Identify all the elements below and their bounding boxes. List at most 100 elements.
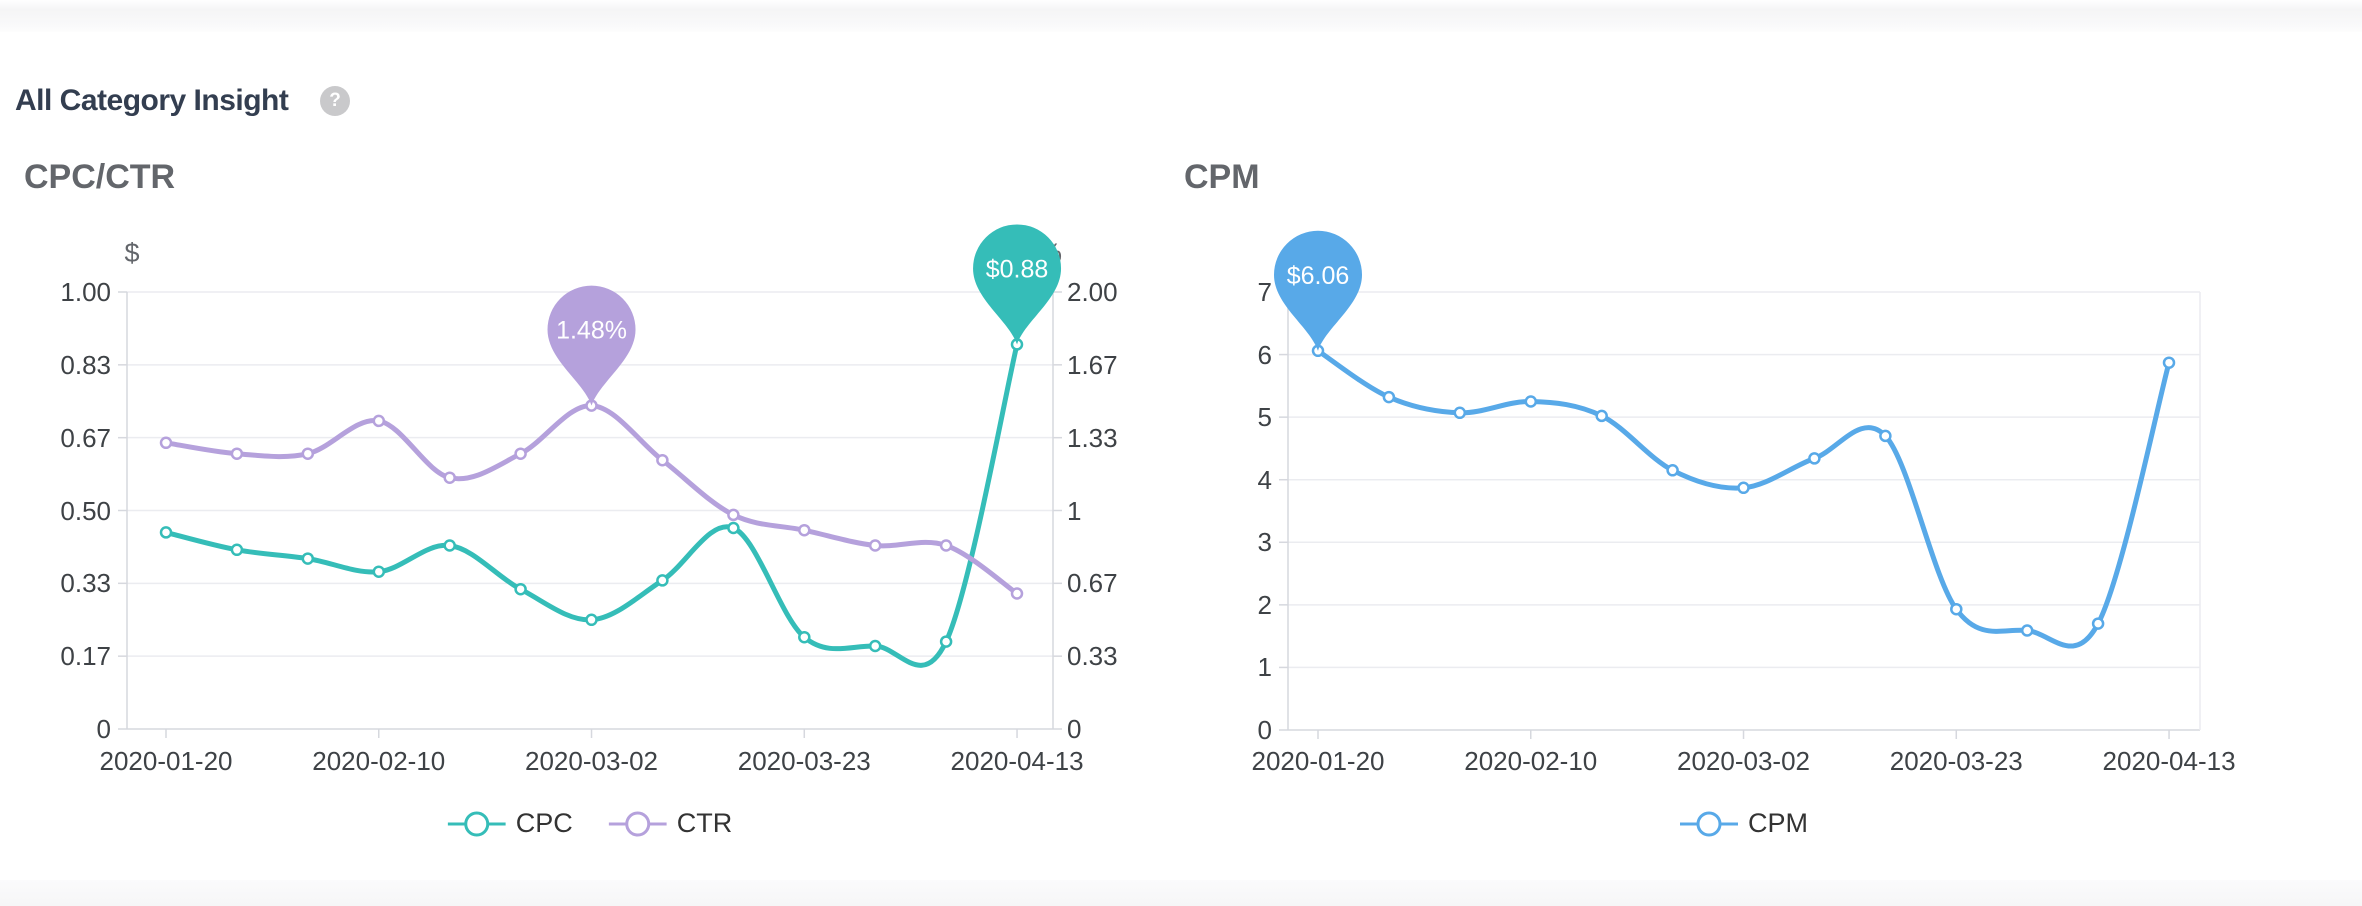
series-point [656,453,669,467]
series-point [1453,406,1467,420]
axis-unit-left: $ [1284,238,1299,268]
y-axis-right-tick-label: 2.00 [1067,277,1118,307]
x-axis-tick-label: 2020-03-02 [1677,746,1811,776]
series-line-ctr [159,399,1024,600]
y-axis-tick-label: 3 [1257,527,1272,558]
y-axis-tick-label: 7 [1257,277,1272,307]
y-axis-tick-label: 4 [1257,464,1272,495]
legend-label: CPM [1748,808,1808,838]
series-point [159,526,173,539]
balloon-label: $0.88 [986,255,1049,283]
balloon-label: $6.06 [1287,262,1350,290]
series-point [1524,395,1538,408]
series-point [301,552,315,565]
annotation-balloon-cpc: $0.88 [973,224,1062,345]
series-point [939,635,953,648]
x-axis-tick-label: 2020-03-02 [525,746,659,776]
axis-unit-right: % [1038,238,1062,268]
legend-marker-icon [1680,811,1738,836]
series-point [2020,624,2034,637]
legend-item-cpm[interactable]: CPM [1680,808,1808,839]
legend: CPM [1680,808,1808,839]
content-card: All Category Insight ? CPC/CTR 1.00 0.83 0… [0,32,2362,880]
question-mark-glyph: ? [329,90,341,111]
series-point [514,447,527,460]
y-axis-tick-label: 1 [1257,652,1272,683]
y-axis-right-tick-label: 0 [1067,714,1082,744]
series-point [585,613,598,627]
series-point [372,565,386,578]
page-bottom-band [0,880,2362,906]
series-point [1950,602,1963,616]
y-axis-right-tick-label: 1 [1067,495,1082,526]
series-point [727,508,740,522]
legend-label: CPC [515,808,573,838]
y-axis-right-tick-label: 1.67 [1067,349,1118,380]
help-icon[interactable]: ? [320,86,350,116]
series-line-cpm [1311,344,2176,649]
series-point [585,399,598,412]
y-axis-tick-label: 1.00 [60,277,111,307]
x-axis-tick-label: 2020-04-13 [2102,746,2236,776]
chart-title: CPM [1184,158,1260,196]
y-axis-tick-label: 0 [1257,715,1272,745]
legend: CPC CTR [447,808,733,839]
series-point [939,539,953,552]
y-axis-tick-label: 0.83 [60,349,111,380]
legend-marker-icon [447,811,506,836]
y-axis-tick-label: 2 [1257,589,1272,620]
series-point [1666,464,1679,477]
y-axis-tick-label: 0.50 [60,495,111,526]
series-point [1010,587,1024,600]
series-point [727,521,740,535]
y-axis-right-tick-label: 0.67 [1067,568,1118,599]
y-axis-tick-label: 0.17 [60,641,111,672]
page-title: All Category Insight [15,84,289,117]
series-point [1808,452,1821,465]
legend-item-ctr[interactable]: CTR [608,808,733,839]
y-axis-tick-label: 0.67 [60,422,111,453]
chart-cpc-ctr[interactable]: CPC/CTR 1.00 0.83 0.67 0.50 0.33 0.17 0 2.00 1.6… [0,150,1130,882]
balloon-label: 1.48% [556,317,627,345]
x-axis-tick-label: 2020-04-13 [950,746,1084,776]
y-axis-tick-label: 0.33 [60,568,111,599]
series-line-cpc [159,338,1024,668]
x-axis-tick-label: 2020-01-20 [99,746,233,776]
series-point [230,543,244,557]
series-point [443,539,456,552]
series-point [656,574,669,587]
axis-unit-left: $ [124,238,139,268]
series-point [159,436,173,450]
series-point [443,471,456,484]
page-top-band [0,0,2362,32]
grid [118,291,1062,738]
x-axis-tick-label: 2020-01-20 [1251,746,1385,776]
x-axis-tick-label: 2020-03-23 [1889,746,2023,776]
series-point [301,447,315,460]
legend-label: CTR [676,808,733,838]
y-axis-right-tick-label: 0.33 [1067,641,1118,672]
series-point [1311,344,1325,358]
chart-cpm[interactable]: CPM 7 6 5 4 3 2 1 0 2020-01-20 2020-02-10 2020-03-… [1160,150,2362,882]
x-axis-tick-label: 2020-02-10 [1464,746,1598,776]
series-point [2162,356,2176,369]
y-axis-tick-label: 6 [1257,339,1272,370]
legend-item-cpc[interactable]: CPC [447,808,573,839]
y-axis-right-tick-label: 1.33 [1067,422,1118,453]
legend-marker-icon [608,811,667,836]
series-point [514,582,527,596]
y-axis-tick-label: 5 [1257,402,1272,433]
series-point [868,639,882,653]
y-axis-tick-label: 0 [96,714,111,744]
chart-title: CPC/CTR [24,158,176,196]
series-point [868,539,882,552]
series-point [2091,617,2105,630]
x-axis-tick-label: 2020-03-23 [737,746,871,776]
grid [1279,291,2201,739]
series-point [372,414,386,428]
series-point [1382,390,1396,404]
series-point [1010,338,1024,351]
x-axis-tick-label: 2020-02-10 [312,746,446,776]
series-point [1737,481,1750,495]
series-point [1879,429,1892,443]
